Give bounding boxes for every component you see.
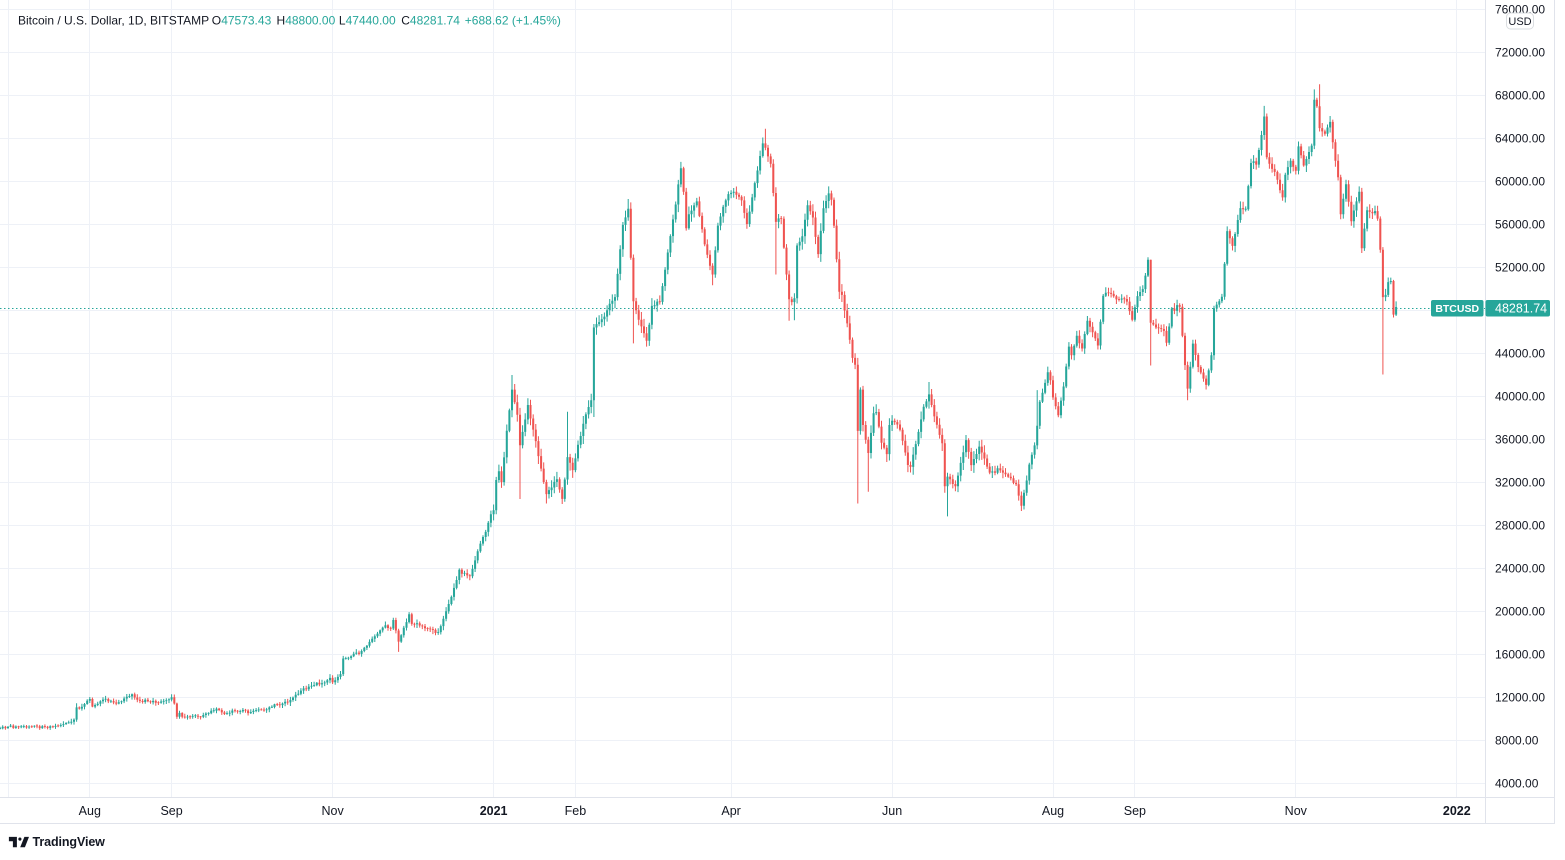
svg-text:+688.62 (+1.45%): +688.62 (+1.45%) <box>465 14 561 28</box>
svg-text:28000.00: 28000.00 <box>1495 518 1545 532</box>
svg-text:Feb: Feb <box>565 804 587 818</box>
svg-text:Bitcoin / U.S. Dollar, 1D, BIT: Bitcoin / U.S. Dollar, 1D, BITSTAMP <box>18 14 209 28</box>
svg-text:40000.00: 40000.00 <box>1495 389 1545 403</box>
svg-text:Sep: Sep <box>1124 804 1146 818</box>
svg-text:32000.00: 32000.00 <box>1495 475 1545 489</box>
svg-text:4000.00: 4000.00 <box>1495 776 1539 790</box>
svg-text:L: L <box>339 14 346 28</box>
svg-text:Sep: Sep <box>160 804 182 818</box>
svg-text:TradingView: TradingView <box>33 835 106 849</box>
svg-text:52000.00: 52000.00 <box>1495 260 1545 274</box>
svg-text:48281.74: 48281.74 <box>1495 301 1547 315</box>
svg-text:76000.00: 76000.00 <box>1495 2 1545 16</box>
svg-text:47573.43: 47573.43 <box>221 14 271 28</box>
svg-text:Jun: Jun <box>882 804 902 818</box>
svg-text:72000.00: 72000.00 <box>1495 45 1545 59</box>
svg-text:12000.00: 12000.00 <box>1495 690 1545 704</box>
svg-text:68000.00: 68000.00 <box>1495 88 1545 102</box>
svg-text:44000.00: 44000.00 <box>1495 346 1545 360</box>
svg-text:USD: USD <box>1508 16 1531 28</box>
svg-text:48800.00: 48800.00 <box>285 14 335 28</box>
svg-text:Nov: Nov <box>321 804 344 818</box>
svg-text:48281.74: 48281.74 <box>410 14 460 28</box>
svg-text:16000.00: 16000.00 <box>1495 647 1545 661</box>
svg-text:24000.00: 24000.00 <box>1495 561 1545 575</box>
svg-text:47440.00: 47440.00 <box>346 14 396 28</box>
svg-text:8000.00: 8000.00 <box>1495 733 1539 747</box>
svg-text:Nov: Nov <box>1285 804 1308 818</box>
svg-text:2022: 2022 <box>1443 804 1471 818</box>
svg-text:O: O <box>212 14 221 28</box>
svg-text:60000.00: 60000.00 <box>1495 174 1545 188</box>
svg-text:Apr: Apr <box>721 804 740 818</box>
svg-text:36000.00: 36000.00 <box>1495 432 1545 446</box>
svg-text:C: C <box>401 14 410 28</box>
svg-text:Aug: Aug <box>1042 804 1064 818</box>
svg-text:20000.00: 20000.00 <box>1495 604 1545 618</box>
svg-text:Aug: Aug <box>79 804 101 818</box>
svg-text:BTCUSD: BTCUSD <box>1435 303 1479 315</box>
svg-text:56000.00: 56000.00 <box>1495 217 1545 231</box>
svg-text:2021: 2021 <box>480 804 508 818</box>
svg-text:H: H <box>277 14 286 28</box>
svg-text:64000.00: 64000.00 <box>1495 131 1545 145</box>
